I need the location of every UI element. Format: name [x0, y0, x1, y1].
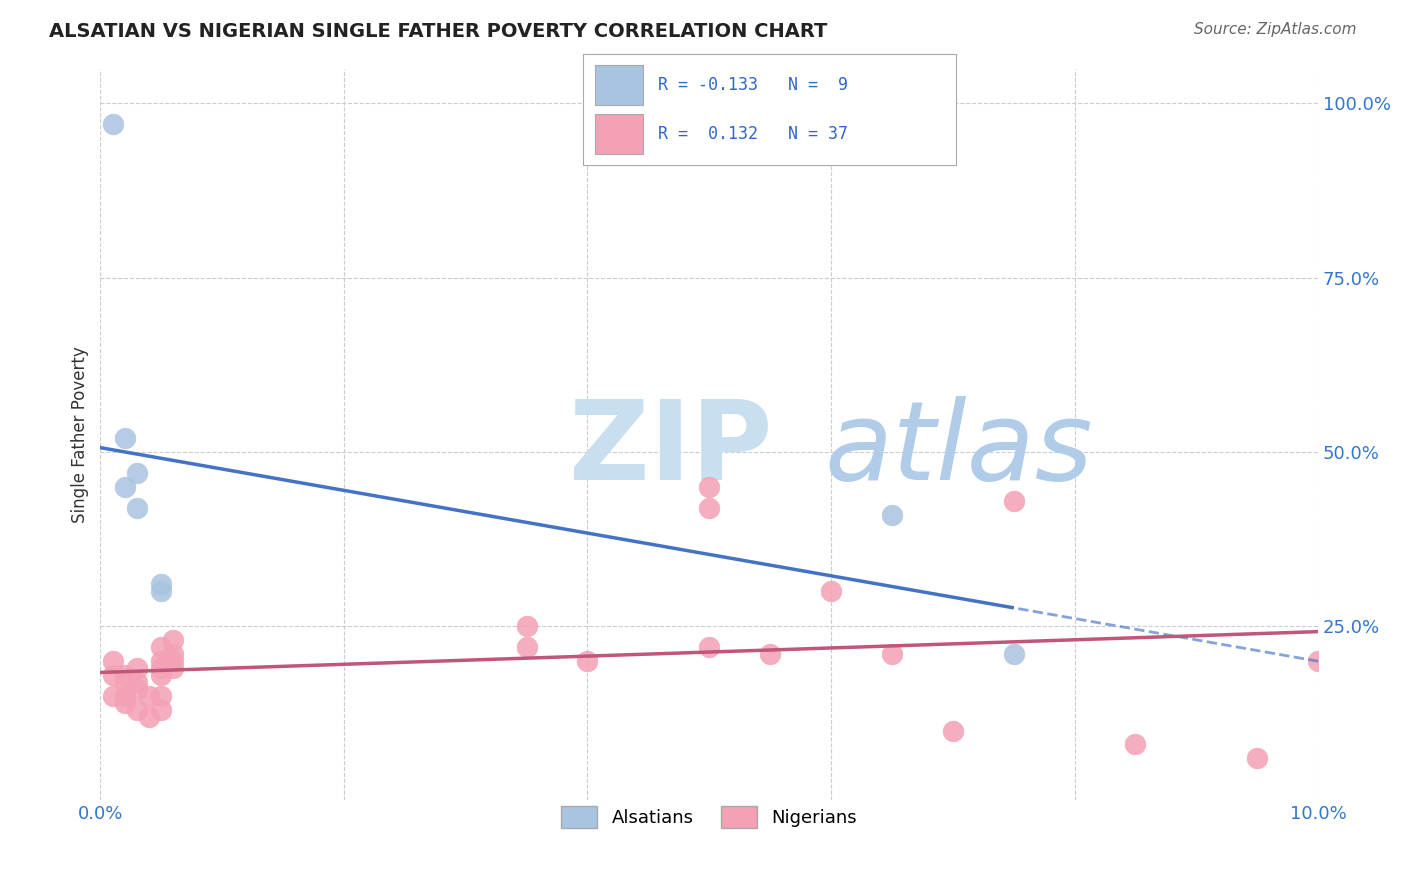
Point [162, 632, 184, 647]
Bar [595, 65, 643, 105]
Point [880, 508, 903, 522]
Point [697, 500, 720, 515]
Point [150, 689, 173, 703]
Point [150, 577, 173, 591]
Point [516, 640, 538, 654]
Point [576, 654, 599, 668]
Text: R =  0.132   N = 37: R = 0.132 N = 37 [658, 125, 848, 143]
Point [162, 654, 184, 668]
Point [125, 681, 148, 696]
Point [114, 480, 136, 494]
Point [150, 661, 173, 675]
Point [820, 584, 842, 599]
Point [114, 689, 136, 703]
Point [125, 661, 148, 675]
Text: ZIP: ZIP [569, 395, 772, 502]
Point [150, 703, 173, 717]
Point [942, 723, 965, 738]
Legend: Alsatians, Nigerians: Alsatians, Nigerians [554, 798, 865, 835]
Point [101, 117, 124, 131]
Point [125, 466, 148, 480]
Text: atlas: atlas [825, 395, 1094, 502]
Point [1125, 738, 1147, 752]
Bar [595, 114, 643, 154]
Point [101, 689, 124, 703]
Point [697, 640, 720, 654]
Point [150, 654, 173, 668]
Point [150, 640, 173, 654]
Point [114, 667, 136, 681]
Point [150, 667, 173, 681]
Point [697, 480, 720, 494]
Text: ALSATIAN VS NIGERIAN SINGLE FATHER POVERTY CORRELATION CHART: ALSATIAN VS NIGERIAN SINGLE FATHER POVER… [49, 22, 828, 41]
Y-axis label: Single Father Poverty: Single Father Poverty [72, 346, 89, 523]
Point [1002, 647, 1025, 661]
Point [114, 696, 136, 710]
Point [125, 674, 148, 689]
Point [162, 661, 184, 675]
Point [101, 667, 124, 681]
Point [516, 619, 538, 633]
Point [114, 674, 136, 689]
Point [125, 500, 148, 515]
Text: R = -0.133   N =  9: R = -0.133 N = 9 [658, 76, 848, 94]
Point [1246, 751, 1268, 765]
Point [138, 689, 160, 703]
Point [125, 703, 148, 717]
Point [138, 709, 160, 723]
Text: Source: ZipAtlas.com: Source: ZipAtlas.com [1194, 22, 1357, 37]
Point [1308, 654, 1330, 668]
Point [101, 654, 124, 668]
Point [759, 647, 782, 661]
Point [114, 431, 136, 445]
Point [1002, 493, 1025, 508]
Point [880, 647, 903, 661]
Point [150, 584, 173, 599]
Point [162, 647, 184, 661]
